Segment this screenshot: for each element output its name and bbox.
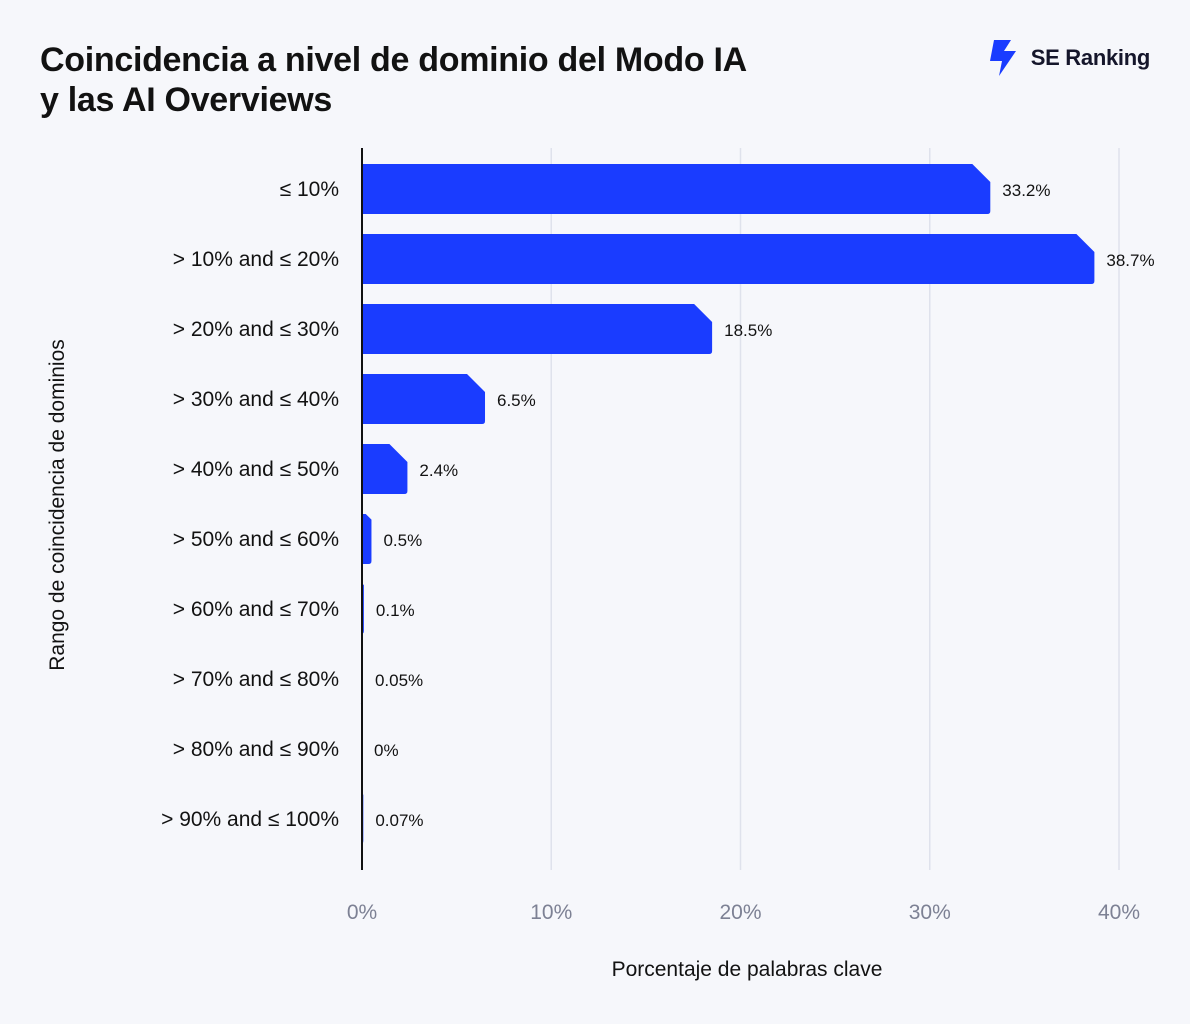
x-tick-label: 0% [347,901,377,924]
category-label: > 20% and ≤ 30% [173,318,339,341]
bar [362,234,1095,284]
data-label: 0.1% [376,601,415,620]
category-label: > 90% and ≤ 100% [161,808,339,831]
bar [362,374,486,424]
data-label: 0% [374,741,399,760]
se-ranking-logo-icon [989,40,1016,76]
category-label: > 70% and ≤ 80% [173,668,339,691]
category-label: ≤ 10% [280,178,339,201]
x-tick-label: 10% [530,901,572,924]
data-label: 2.4% [419,461,458,480]
category-label: > 10% and ≤ 20% [173,248,339,271]
x-tick-label: 40% [1098,901,1140,924]
category-label: > 60% and ≤ 70% [173,598,339,621]
x-axis-title: Porcentaje de palabras clave [612,958,883,981]
data-label: 38.7% [1106,251,1154,270]
bar [362,514,372,564]
category-label: > 30% and ≤ 40% [173,388,339,411]
chart-title-line-2: y las AI Overviews [40,81,332,119]
category-label: > 80% and ≤ 90% [173,738,339,761]
data-label: 33.2% [1002,181,1050,200]
bar [362,444,408,494]
brand-name: SE Ranking [1030,45,1151,70]
brand-logo: SE Ranking [985,38,1150,78]
data-label: 6.5% [497,391,536,410]
data-label: 0.05% [375,671,423,690]
bar [362,304,713,354]
y-axis-title: Rango de coincidencia de dominios [46,339,69,671]
bar [362,164,991,214]
x-tick-label: 30% [909,901,951,924]
data-label: 0.5% [383,531,422,550]
chart-title-line-1: Coincidencia a nivel de dominio del Modo… [40,41,747,79]
x-tick-label: 20% [719,901,761,924]
data-label: 0.07% [375,811,423,830]
chart-title: Coincidencia a nivel de dominio del Modo… [40,40,900,120]
category-label: > 40% and ≤ 50% [173,458,339,481]
data-label: 18.5% [724,321,772,340]
category-label: > 50% and ≤ 60% [173,528,339,551]
